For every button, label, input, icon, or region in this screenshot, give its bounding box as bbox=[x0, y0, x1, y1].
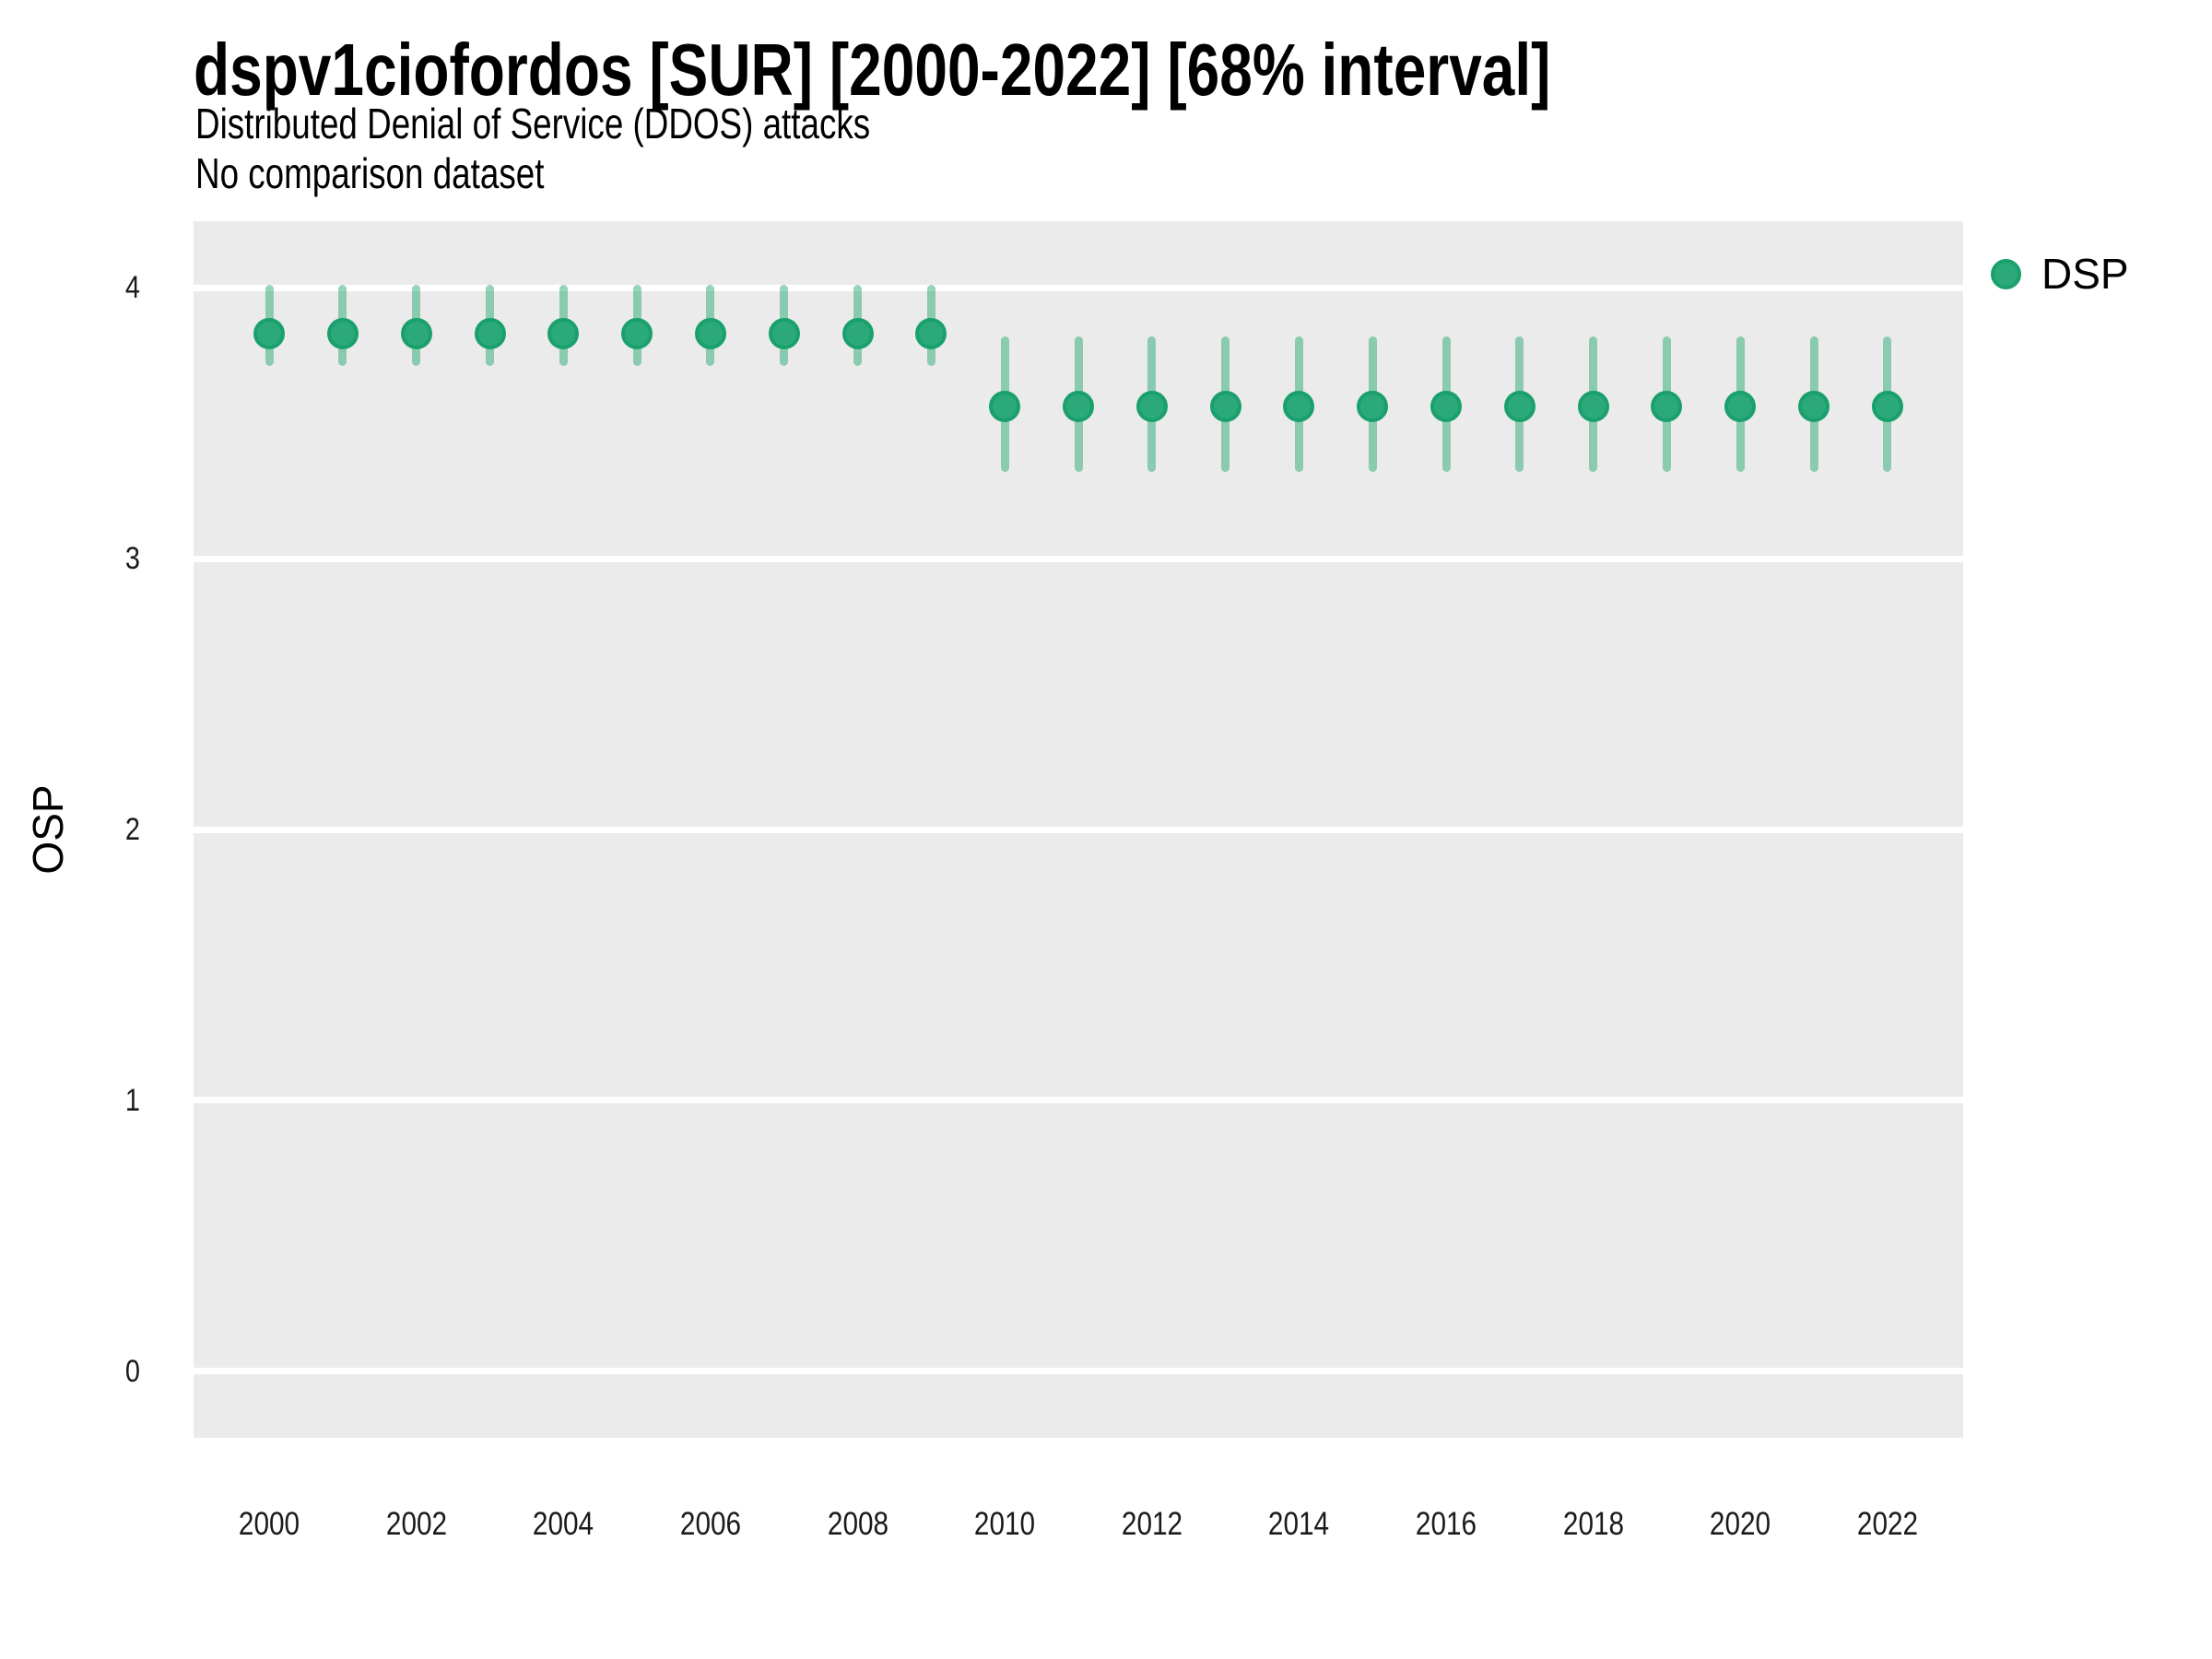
y-axis-title: OSP bbox=[24, 784, 72, 875]
data-point-2017 bbox=[1503, 391, 1535, 423]
x-tick-label-2002: 2002 bbox=[385, 1506, 447, 1542]
x-tick-label-2004: 2004 bbox=[533, 1506, 594, 1542]
x-tick-label-2018: 2018 bbox=[1562, 1506, 1624, 1542]
data-point-2015 bbox=[1357, 391, 1389, 423]
data-point-2011 bbox=[1063, 391, 1094, 423]
legend-circle-icon bbox=[1991, 258, 2021, 289]
gridline-y-0 bbox=[194, 1368, 1963, 1375]
data-point-2016 bbox=[1430, 391, 1462, 423]
x-tick-label-2022: 2022 bbox=[1856, 1506, 1918, 1542]
data-point-2014 bbox=[1283, 391, 1315, 423]
data-point-2006 bbox=[694, 318, 726, 349]
data-point-2013 bbox=[1209, 391, 1241, 423]
data-point-2001 bbox=[326, 318, 359, 349]
x-tick-label-2016: 2016 bbox=[1415, 1506, 1477, 1542]
data-point-2000 bbox=[253, 318, 286, 349]
gridline-y-2 bbox=[194, 826, 1963, 833]
gridline-y-4 bbox=[194, 284, 1963, 291]
plot-subtitle: Distributed Denial of Service (DDOS) att… bbox=[195, 100, 871, 147]
plot-note: No comparison dataset bbox=[195, 149, 545, 197]
data-point-2010 bbox=[989, 391, 1021, 423]
x-tick-label-2000: 2000 bbox=[239, 1506, 300, 1542]
data-point-2022 bbox=[1871, 391, 1903, 423]
x-tick-label-2020: 2020 bbox=[1710, 1506, 1771, 1542]
data-point-2008 bbox=[841, 318, 874, 349]
x-tick-label-2010: 2010 bbox=[974, 1506, 1036, 1542]
y-tick-label-0: 0 bbox=[124, 1353, 140, 1389]
data-point-2012 bbox=[1135, 391, 1168, 423]
data-point-2002 bbox=[400, 318, 432, 349]
gridline-y-3 bbox=[194, 555, 1963, 562]
gridline-y-1 bbox=[194, 1097, 1963, 1104]
x-tick-label-2012: 2012 bbox=[1121, 1506, 1182, 1542]
x-tick-label-2014: 2014 bbox=[1268, 1506, 1330, 1542]
data-point-2009 bbox=[915, 318, 947, 349]
plot-title: dspv1ciofordos [SUR] [2000-2022] [68% in… bbox=[194, 29, 1551, 111]
y-tick-label-2: 2 bbox=[124, 812, 140, 847]
data-point-2003 bbox=[474, 318, 506, 349]
data-point-2021 bbox=[1798, 391, 1830, 423]
data-point-2007 bbox=[768, 318, 800, 349]
plot-panel bbox=[194, 221, 1963, 1438]
legend: DSP bbox=[1991, 253, 2129, 295]
y-tick-label-4: 4 bbox=[124, 270, 140, 306]
data-point-2005 bbox=[621, 318, 653, 349]
legend-label: DSP bbox=[2041, 250, 2129, 298]
x-tick-label-2008: 2008 bbox=[827, 1506, 888, 1542]
data-point-2004 bbox=[547, 318, 580, 349]
data-point-2020 bbox=[1724, 391, 1757, 423]
y-tick-label-1: 1 bbox=[124, 1082, 140, 1118]
data-point-2018 bbox=[1577, 391, 1609, 423]
data-point-2019 bbox=[1651, 391, 1683, 423]
y-tick-label-3: 3 bbox=[124, 541, 140, 576]
x-tick-label-2006: 2006 bbox=[679, 1506, 742, 1542]
